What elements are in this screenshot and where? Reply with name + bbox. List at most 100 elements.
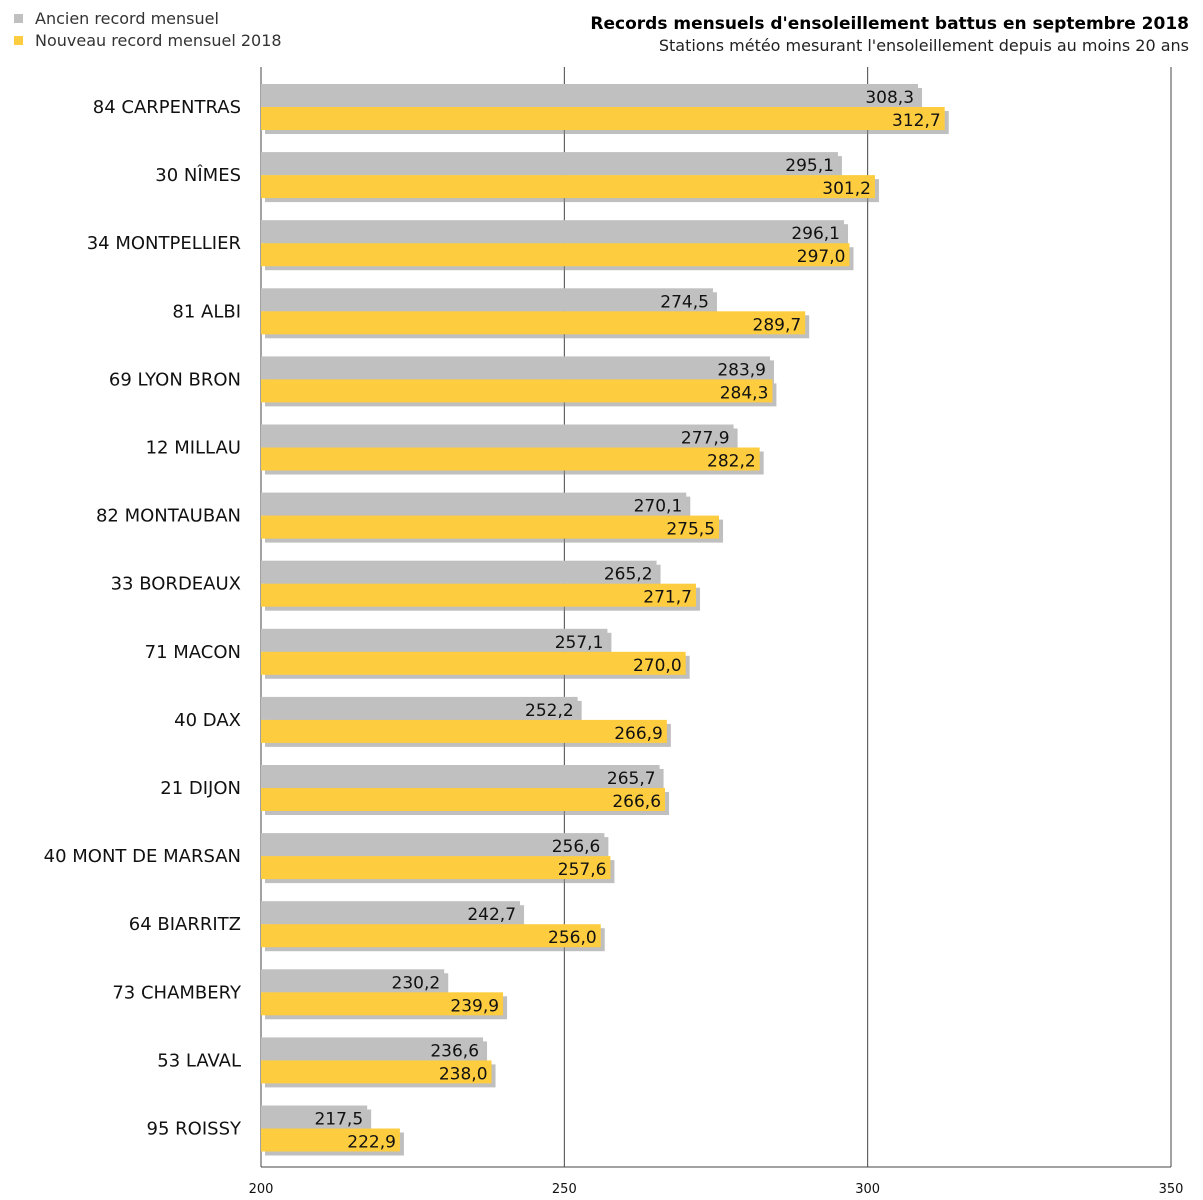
bar-new-record (261, 1060, 492, 1084)
chart-title: Records mensuels d'ensoleillement battus… (590, 14, 1189, 34)
bar-old-record (261, 356, 770, 380)
value-label: 284,3 (720, 383, 769, 403)
value-label: 256,0 (548, 928, 597, 948)
legend-label-old-record: Ancien record mensuel (35, 8, 219, 28)
legend-swatch-new-record (14, 35, 23, 45)
value-label: 289,7 (753, 315, 802, 335)
bar-new-record (261, 788, 666, 811)
value-label: 257,1 (555, 633, 604, 653)
category-label: 82 MONTAUBAN (96, 506, 241, 527)
bar-group: 82 MONTAUBAN 270,1 275,5 (96, 492, 724, 543)
category-label: 34 MONTPELLIER (87, 233, 241, 254)
bar-group: 71 MACON 257,1 270,0 (145, 628, 690, 679)
bar-group: 30 NÎMES 295,1 301,2 (155, 152, 879, 203)
bar-group: 64 BIARRITZ 242,7 256,0 (129, 901, 605, 952)
category-label: 95 ROISSY (147, 1119, 242, 1140)
value-label: 296,1 (791, 224, 840, 244)
chart-subtitle: Stations météo mesurant l'ensoleillement… (658, 36, 1189, 55)
bar-new-record (261, 719, 667, 743)
bar-new-record (261, 651, 686, 675)
bar-old-record (261, 220, 845, 244)
value-label: 312,7 (892, 111, 941, 131)
bar-group: 40 DAX 252,2 266,9 (174, 696, 671, 747)
value-label: 308,3 (865, 88, 914, 108)
bar-new-record (261, 379, 773, 403)
bar-group: 95 ROISSY 217,5 222,9 (147, 1105, 404, 1156)
value-label: 295,1 (785, 156, 834, 176)
bar-group: 21 DIJON 265,7 266,6 (160, 765, 670, 815)
bar-old-record (261, 901, 521, 925)
bar-old-record (261, 152, 838, 176)
value-label: 297,0 (797, 247, 846, 267)
value-label: 236,6 (430, 1041, 479, 1061)
bar-group: 69 LYON BRON 283,9 284,3 (109, 356, 777, 407)
legend-label-new-record: Nouveau record mensuel 2018 (35, 30, 282, 50)
bar-old-record (261, 628, 608, 652)
bar-old-record (261, 1105, 368, 1129)
value-label: 274,5 (660, 292, 709, 312)
value-label: 283,9 (717, 360, 766, 380)
bar-new-record (261, 992, 504, 1016)
category-label: 73 CHAMBERY (112, 982, 242, 1003)
bar-old-record (261, 288, 713, 312)
category-label: 84 CARPENTRAS (93, 97, 241, 118)
category-label: 21 DIJON (160, 778, 241, 799)
value-label: 238,0 (439, 1064, 488, 1084)
value-label: 265,7 (607, 769, 656, 789)
value-label: 242,7 (467, 905, 516, 925)
value-label: 275,5 (666, 520, 715, 540)
bar-old-record (261, 969, 445, 993)
bar-old-record (261, 560, 657, 584)
value-label: 265,2 (604, 565, 653, 585)
category-label: 81 ALBI (172, 301, 241, 322)
value-label: 270,0 (633, 656, 682, 676)
bar-group: 53 LAVAL 236,6 238,0 (157, 1037, 496, 1088)
category-label: 71 MACON (145, 642, 241, 663)
value-label: 266,6 (612, 792, 661, 812)
category-label: 12 MILLAU (146, 438, 241, 459)
bar-new-record (261, 107, 945, 130)
bar-new-record (261, 447, 760, 471)
bars: 84 CARPENTRAS 308,3 312,7 30 NÎMES 295,1 301,… (44, 84, 949, 1156)
value-label: 257,6 (558, 860, 607, 880)
bar-old-record (261, 84, 919, 107)
category-label: 33 BORDEAUX (111, 574, 241, 595)
legend-item-old-record: Ancien record mensuel (14, 7, 282, 29)
legend-item-new-record: Nouveau record mensuel 2018 (14, 29, 282, 51)
category-label: 40 MONT DE MARSAN (44, 846, 241, 867)
bar-new-record (261, 311, 806, 335)
x-tick-label: 350 (1159, 1182, 1184, 1197)
value-label: 282,2 (707, 452, 756, 472)
bar-old-record (261, 492, 687, 516)
x-tick-label: 200 (249, 1182, 274, 1197)
category-label: 30 NÎMES (155, 164, 241, 186)
bar-group: 12 MILLAU 277,9 282,2 (146, 424, 764, 475)
value-label: 270,1 (634, 497, 683, 517)
category-label: 40 DAX (174, 710, 241, 731)
value-label: 256,6 (552, 837, 601, 857)
x-tick-label: 250 (552, 1182, 577, 1197)
category-label: 69 LYON BRON (109, 369, 241, 390)
bar-old-record (261, 833, 605, 857)
bar-group: 40 MONT DE MARSAN 256,6 257,6 (44, 833, 615, 884)
bar-old-record (261, 696, 578, 720)
bar-old-record (261, 424, 734, 448)
bar-group: 34 MONTPELLIER 296,1 297,0 (87, 220, 854, 271)
bar-new-record (261, 924, 601, 948)
legend-swatch-old-record (14, 13, 23, 23)
chart-header: Records mensuels d'ensoleillement battus… (590, 13, 1189, 57)
bar-group: 33 BORDEAUX 265,2 271,7 (111, 560, 700, 611)
value-label: 217,5 (314, 1110, 363, 1130)
bar-group: 73 CHAMBERY 230,2 239,9 (112, 969, 508, 1020)
value-label: 252,2 (525, 701, 574, 721)
value-label: 230,2 (392, 973, 441, 993)
category-label: 53 LAVAL (157, 1050, 241, 1071)
value-label: 239,9 (450, 996, 499, 1016)
legend: Ancien record mensuel Nouveau record men… (14, 7, 282, 51)
value-label: 266,9 (614, 724, 663, 744)
value-label: 301,2 (822, 179, 871, 199)
value-label: 277,9 (681, 429, 730, 449)
value-label: 271,7 (643, 588, 692, 608)
bar-group: 81 ALBI 274,5 289,7 (172, 288, 810, 339)
